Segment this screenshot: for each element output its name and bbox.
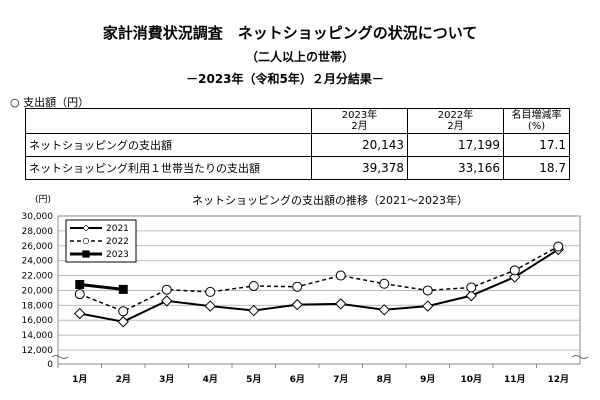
data-point-2021 — [248, 304, 260, 317]
page-title: 家計消費状況調査 ネットショッピングの状況について — [102, 24, 478, 42]
header-year: 2023年 — [341, 110, 378, 121]
axis-break-mark — [51, 355, 589, 359]
header-2023: 2023年 2月 — [311, 108, 408, 134]
line-chart: ネットショッピングの支出額の推移（2021～2023年） (円) 30,000 2… — [22, 193, 589, 385]
data-point-2022 — [161, 284, 172, 295]
header-2022: 2022年 2月 — [407, 108, 504, 134]
x-tick-label: 6月 — [290, 374, 305, 385]
value-rate: 18.7 — [503, 156, 570, 180]
series-line-2023 — [79, 282, 124, 291]
y-tick-label: 18,000 — [22, 301, 54, 311]
data-point-2023 — [118, 284, 128, 294]
data-point-2021 — [204, 300, 216, 312]
data-point-2022 — [248, 280, 259, 291]
series-line-2022 — [79, 245, 559, 313]
page-period: －2023年（令和5年）２月分結果－ — [186, 72, 384, 86]
series-line-2021 — [79, 248, 559, 323]
x-tick-label: 8月 — [377, 374, 392, 385]
row-label: ネットショッピング利用１世帯当たりの支出額 — [25, 156, 312, 180]
data-point-2022 — [205, 286, 216, 297]
data-point-2022 — [292, 281, 303, 292]
x-tick-label: 1月 — [72, 374, 87, 385]
y-tick-label: 16,000 — [22, 316, 54, 326]
x-tick-label: 3月 — [159, 374, 174, 385]
header-empty — [25, 108, 312, 134]
y-tick-label: 28,000 — [22, 227, 54, 237]
data-point-2022 — [422, 285, 433, 296]
legend-marker-2022 — [82, 238, 89, 245]
value-2023: 20,143 — [311, 133, 408, 157]
y-tick-label: 20,000 — [22, 286, 54, 296]
x-tick-label: 5月 — [246, 374, 261, 385]
header-rate-unit: (%) — [527, 121, 546, 132]
table-row: ネットショッピング利用１世帯当たりの支出額 39,378 33,166 18.7 — [25, 156, 570, 180]
y-tick-label: 24,000 — [22, 257, 54, 267]
data-point-2021 — [117, 316, 129, 328]
chart-title: ネットショッピングの支出額の推移（2021～2023年） — [192, 193, 468, 207]
y-tick-label: 12,000 — [22, 346, 54, 356]
x-tick-label: 4月 — [203, 374, 218, 385]
header-rate-label: 名目増減率 — [511, 110, 562, 121]
spending-table: 2023年 2月 2022年 2月 名目増減率 (%) ネットショッピングの支出額 2… — [25, 108, 570, 180]
data-point-2022 — [553, 241, 564, 252]
table-header-row: 2023年 2月 2022年 2月 名目増減率 (%) — [25, 108, 570, 134]
data-point-2021 — [161, 295, 173, 307]
legend-label: 2021 — [106, 224, 129, 234]
legend-marker-2023 — [82, 250, 90, 258]
data-point-2023 — [75, 279, 85, 289]
header-year: 2022年 — [437, 110, 474, 121]
x-tick-label: 2月 — [116, 374, 131, 385]
data-point-2021 — [465, 289, 477, 302]
y-tick-label: 0 — [47, 360, 53, 370]
value-2023: 39,378 — [311, 156, 408, 180]
data-point-2021 — [509, 271, 521, 283]
section-label: ○ 支出額（円） — [10, 96, 90, 109]
x-tick-label: 11月 — [504, 374, 526, 385]
data-point-2021 — [335, 298, 347, 310]
data-point-2022 — [466, 282, 477, 293]
row-label: ネットショッピングの支出額 — [25, 133, 312, 157]
header-month: 2月 — [351, 121, 368, 132]
header-rate: 名目増減率 (%) — [503, 108, 570, 134]
page-subtitle: （二人以上の世帯） — [245, 50, 354, 64]
x-tick-label: 10月 — [460, 374, 482, 385]
legend-label: 2022 — [106, 237, 129, 247]
value-2022: 17,199 — [407, 133, 504, 157]
legend-marker-2021 — [82, 224, 90, 232]
x-tick-label: 12月 — [547, 374, 569, 385]
legend-label: 2023 — [106, 250, 129, 260]
value-2022: 33,166 — [407, 156, 504, 180]
header-month: 2月 — [447, 121, 464, 132]
data-point-2022 — [379, 278, 390, 289]
data-point-2021 — [291, 298, 303, 311]
data-point-2022 — [118, 306, 129, 317]
value-rate: 17.1 — [503, 133, 570, 157]
y-tick-label: 30,000 — [22, 212, 54, 222]
data-point-2022 — [509, 265, 520, 276]
y-unit-label: (円) — [35, 194, 51, 205]
y-tick-label: 22,000 — [22, 272, 54, 282]
table-row: ネットショッピングの支出額 20,143 17,199 17.1 — [25, 133, 570, 157]
data-point-2022 — [74, 289, 85, 300]
data-point-2021 — [74, 307, 86, 320]
y-tick-label: 26,000 — [22, 242, 54, 252]
data-point-2022 — [335, 270, 346, 281]
data-point-2021 — [378, 304, 390, 316]
data-point-2021 — [422, 300, 434, 312]
x-tick-label: 9月 — [420, 374, 435, 385]
x-tick-label: 7月 — [333, 374, 348, 385]
y-tick-label: 14,000 — [22, 331, 54, 341]
